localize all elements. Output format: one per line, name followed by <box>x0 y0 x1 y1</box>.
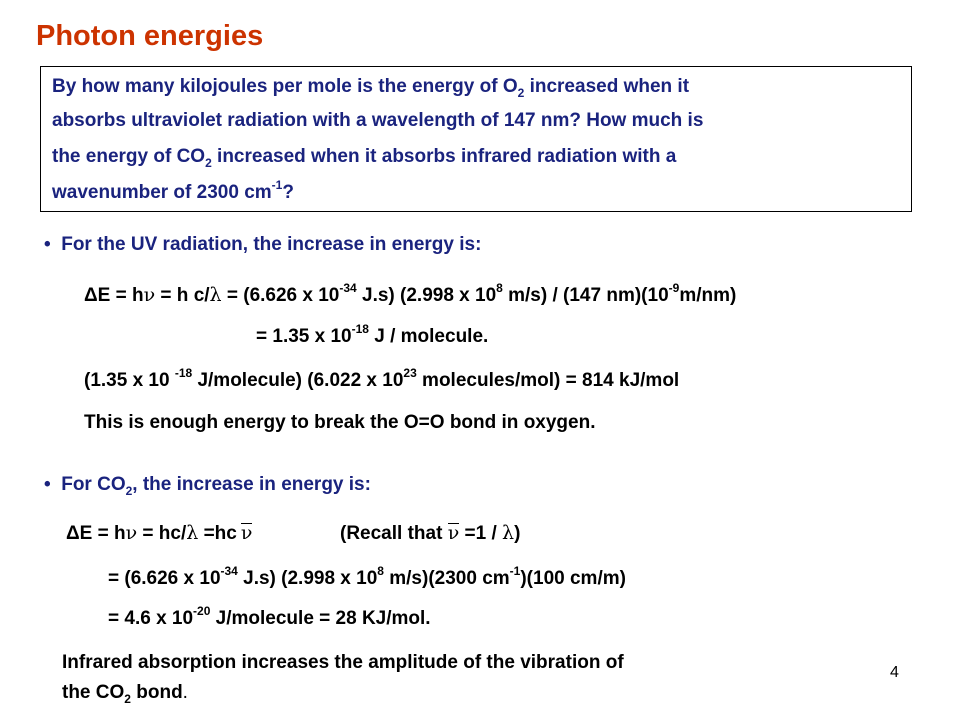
uv-equation-1: ΔE = hν = h c/λ = (6.626 x 10-34 J.s) (2… <box>84 280 737 306</box>
nu-bar-symbol: ν <box>447 522 460 544</box>
ir-note-line-2: the CO2 bond. <box>62 682 188 706</box>
page-number: 4 <box>890 664 899 681</box>
nu-bar-symbol: ν <box>240 522 253 544</box>
co2-recall: (Recall that ν =1 / λ) <box>340 522 521 544</box>
slide-title: Photon energies <box>36 20 264 52</box>
question-line-4: wavenumber of 2300 cm-1? <box>52 177 294 203</box>
question-line-3: the energy of CO2 increased when it abso… <box>52 146 677 170</box>
question-box <box>40 66 912 212</box>
co2-equation-3: = 4.6 x 10-20 J/molecule = 28 KJ/mol. <box>108 603 431 629</box>
uv-equation-2: = 1.35 x 10-18 J / molecule. <box>256 321 489 347</box>
uv-bullet: • For the UV radiation, the increase in … <box>44 234 482 255</box>
co2-equation-1: ΔE = hν = hc/λ =hc ν <box>66 522 253 544</box>
co2-bullet: • For CO2, the increase in energy is: <box>44 474 371 498</box>
ir-note-line-1: Infrared absorption increases the amplit… <box>62 652 624 673</box>
question-line-1: By how many kilojoules per mole is the e… <box>52 76 690 100</box>
bullet-dot: • <box>44 474 62 495</box>
question-line-2: absorbs ultraviolet radiation with a wav… <box>52 110 704 131</box>
uv-note: This is enough energy to break the O=O b… <box>84 412 596 433</box>
co2-equation-2: = (6.626 x 10-34 J.s) (2.998 x 108 m/s)(… <box>108 563 626 589</box>
uv-equation-3: (1.35 x 10 -18 J/molecule) (6.022 x 1023… <box>84 365 680 391</box>
bullet-dot: • <box>44 234 62 255</box>
